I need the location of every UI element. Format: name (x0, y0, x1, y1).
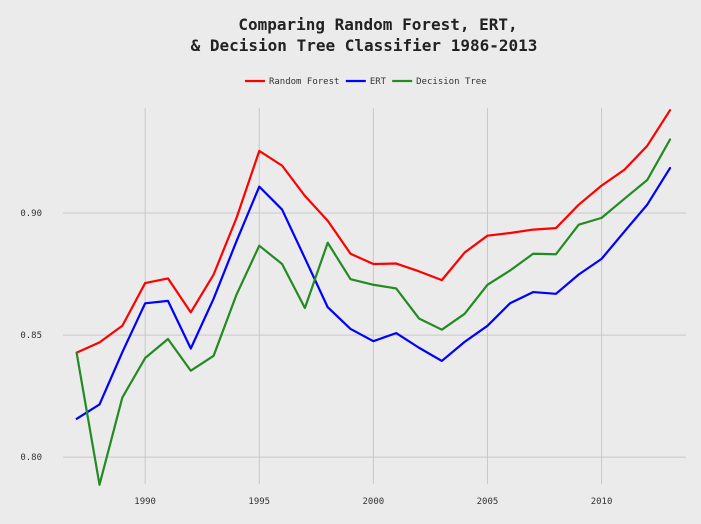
x-tick-label: 1995 (248, 497, 270, 507)
legend-label-ert: ERT (370, 77, 387, 87)
series-line-random-forest (75, 109, 672, 354)
y-tick-label: 0.80 (20, 453, 42, 463)
x-tick-label: 2000 (363, 497, 385, 507)
series-line-decision-tree (75, 138, 672, 486)
legend: Random Forest ERT Decision Tree (244, 77, 487, 87)
axes: 1990 1995 2000 2005 2010 0.80 0.85 0.90 (20, 209, 612, 507)
legend-label-random-forest: Random Forest (269, 77, 339, 87)
grid (63, 108, 686, 484)
y-tick-label: 0.90 (20, 209, 42, 219)
plot-area (75, 109, 672, 486)
chart-title-line-1: Comparing Random Forest, ERT, (238, 15, 517, 34)
legend-label-decision-tree: Decision Tree (416, 77, 486, 87)
chart-title-line-2: & Decision Tree Classifier 1986-2013 (191, 36, 538, 55)
x-tick-label: 2010 (591, 497, 613, 507)
x-tick-label: 1990 (134, 497, 156, 507)
x-tick-label: 2005 (477, 497, 499, 507)
y-tick-label: 0.85 (20, 331, 42, 341)
series-line-ert (75, 166, 672, 420)
